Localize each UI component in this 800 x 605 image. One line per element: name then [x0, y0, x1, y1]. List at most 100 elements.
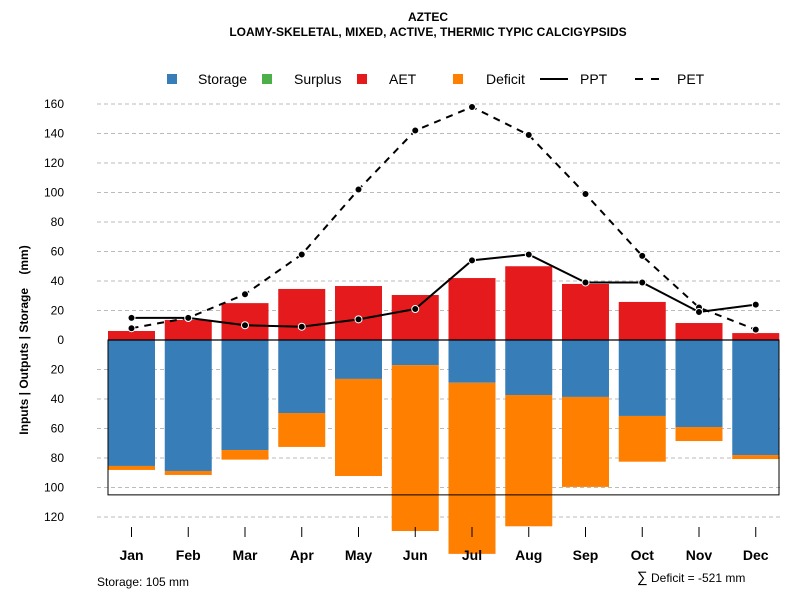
ppt-point	[638, 278, 647, 287]
deficit-bar	[732, 455, 780, 460]
storage-bar	[391, 340, 439, 366]
deficit-sum-annotation: Deficit = -521 mm	[651, 571, 745, 585]
y-tick-label: 60	[51, 422, 65, 436]
storage-bar	[618, 340, 666, 416]
pet-point	[751, 325, 760, 334]
pet-point	[468, 102, 476, 111]
y-tick-label: 100	[44, 481, 64, 495]
x-tick-label: Jul	[462, 547, 482, 563]
legend-label-surplus: Surplus	[294, 71, 341, 87]
legend-swatch-surplus	[262, 74, 272, 84]
y-axis-label: Inputs | Outputs | Storage (mm)	[17, 245, 31, 434]
deficit-bar	[391, 365, 439, 532]
aet-bar	[278, 288, 326, 340]
x-tick-label: Nov	[686, 547, 713, 563]
x-tick-label: Dec	[743, 547, 769, 563]
pet-point	[524, 130, 533, 139]
ppt-point	[581, 278, 590, 287]
ppt-point	[354, 315, 363, 324]
aet-bar	[448, 278, 496, 340]
ppt-point	[297, 322, 306, 331]
y-tick-label: 60	[51, 245, 65, 259]
y-tick-label: 160	[44, 97, 64, 111]
chart-title: AZTEC	[408, 10, 448, 24]
legend-label-aet: AET	[389, 71, 417, 87]
deficit-bar	[675, 427, 723, 442]
pet-point	[638, 251, 647, 260]
deficit-bar	[618, 415, 666, 462]
storage-bar	[448, 340, 496, 383]
ppt-point	[411, 305, 420, 314]
x-axis: Jan Feb Mar Apr May Jun Jul Aug Sep Oct Nov Dec	[119, 527, 769, 563]
pet-point	[581, 189, 590, 198]
y-tick-label: 0	[57, 333, 64, 347]
ppt-point	[524, 250, 533, 259]
pet-point	[297, 250, 306, 259]
storage-bar	[221, 340, 269, 451]
storage-bar	[505, 340, 553, 396]
y-tick-label: 40	[51, 392, 65, 406]
x-tick-label: Oct	[631, 547, 655, 563]
x-tick-label: Jan	[119, 547, 143, 563]
storage-bar	[675, 340, 723, 428]
pet-point	[354, 185, 363, 194]
storage-bar	[108, 340, 155, 466]
y-tick-label: 120	[44, 510, 64, 524]
storage-bar	[335, 340, 382, 379]
legend-label-pet: PET	[677, 71, 705, 87]
x-tick-label: Jun	[403, 547, 428, 563]
x-tick-label: Aug	[515, 547, 542, 563]
aet-bar	[732, 333, 780, 340]
y-axis: 160 140 120 100 80 60 40 20 0 20 40 60 80 100 120	[44, 97, 64, 524]
storage-annotation: Storage: 105 mm	[97, 575, 189, 589]
chart-subtitle: LOAMY-SKELETAL, MIXED, ACTIVE, THERMIC T…	[229, 25, 626, 39]
deficit-bar	[278, 413, 326, 447]
deficit-bar	[448, 382, 496, 554]
pet-point	[241, 290, 249, 299]
x-tick-label: Sep	[573, 547, 599, 563]
x-tick-label: Apr	[290, 547, 315, 563]
deficit-bar	[335, 378, 382, 476]
storage-box	[107, 339, 780, 496]
lines	[127, 102, 760, 334]
aet-bar	[108, 331, 155, 340]
ppt-line	[131, 253, 756, 328]
aet-bar	[675, 323, 723, 340]
ppt-point	[468, 256, 476, 265]
y-tick-label: 20	[51, 363, 65, 377]
storage-bar	[562, 340, 609, 397]
x-tick-label: Feb	[176, 547, 201, 563]
deficit-bar	[562, 396, 609, 487]
aet-bar	[618, 301, 666, 340]
pet-point	[127, 324, 136, 333]
aet-bar	[391, 295, 439, 340]
legend-swatch-deficit	[453, 74, 463, 84]
legend: Storage Surplus AET Deficit PPT PET	[167, 71, 705, 87]
ppt-point	[695, 307, 703, 316]
ppt-point	[184, 313, 193, 322]
y-tick-label: 140	[44, 127, 64, 141]
y-tick-label: 120	[44, 156, 64, 170]
pet-point	[411, 126, 420, 135]
ppt-point	[127, 313, 136, 322]
aet-bar	[562, 283, 609, 340]
legend-label-deficit: Deficit	[486, 71, 525, 87]
aet-bar	[505, 266, 553, 340]
ppt-point	[751, 300, 760, 309]
legend-label-storage: Storage	[198, 71, 247, 87]
deficit-bar	[164, 470, 212, 475]
deficit-bar	[221, 450, 269, 460]
aet-bar	[164, 319, 212, 340]
y-tick-label: 20	[51, 304, 65, 318]
aet-bar	[335, 286, 382, 340]
x-tick-label: May	[345, 547, 372, 563]
storage-bar	[164, 340, 212, 471]
bars	[108, 266, 780, 554]
y-tick-label: 40	[51, 274, 65, 288]
y-tick-label: 100	[44, 186, 64, 200]
y-tick-label: 80	[51, 215, 65, 229]
legend-label-ppt: PPT	[580, 71, 608, 87]
storage-bar	[278, 340, 326, 414]
y-tick-label: 80	[51, 451, 65, 465]
